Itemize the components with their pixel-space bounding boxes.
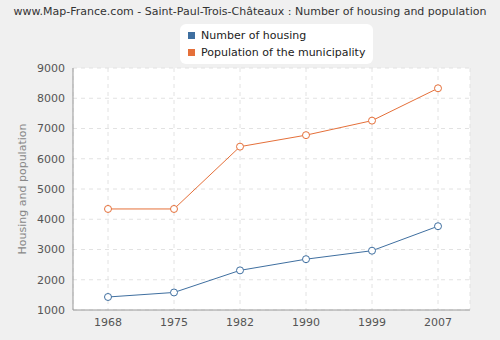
html-text:Population of the municipality: Population of the municipality	[201, 46, 366, 59]
html-text:Number of housing: Number of housing	[201, 29, 307, 42]
html-text:www.Map-France.com - Saint-Pau: www.Map-France.com - Saint-Paul-Trois-Ch…	[13, 5, 487, 18]
svg-text:1999: 1999	[358, 316, 386, 329]
svg-text:Housing and population: Housing and population	[16, 124, 29, 255]
svg-text:2000: 2000	[37, 274, 65, 287]
svg-text:3000: 3000	[37, 243, 65, 256]
svg-text:8000: 8000	[37, 92, 65, 105]
svg-text:1975: 1975	[160, 316, 188, 329]
svg-text:1982: 1982	[226, 316, 254, 329]
svg-text:6000: 6000	[37, 153, 65, 166]
svg-text:9000: 9000	[37, 62, 65, 75]
svg-text:5000: 5000	[37, 183, 65, 196]
svg-text:4000: 4000	[37, 213, 65, 226]
svg-text:7000: 7000	[37, 122, 65, 135]
svg-text:2007: 2007	[424, 316, 452, 329]
svg-text:1968: 1968	[94, 316, 122, 329]
svg-text:1000: 1000	[37, 304, 65, 317]
svg-text:1990: 1990	[292, 316, 320, 329]
